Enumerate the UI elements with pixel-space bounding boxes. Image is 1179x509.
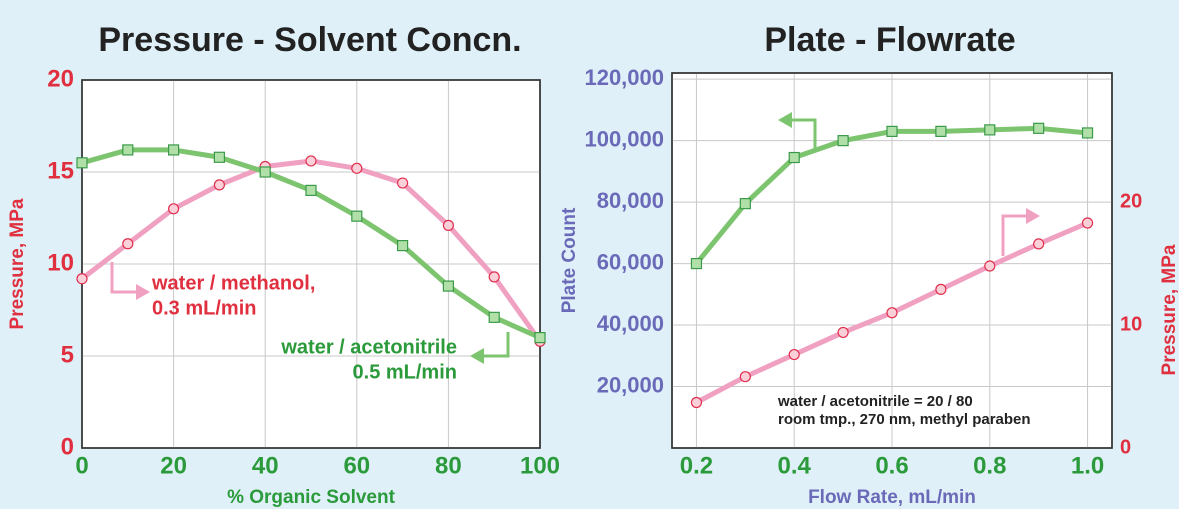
marker bbox=[488, 271, 500, 283]
y-tick-label: 80,000 bbox=[597, 188, 664, 213]
annotation: water / acetonitrile = 20 / 80 bbox=[777, 393, 973, 410]
x-tick-label: 80 bbox=[435, 452, 462, 479]
chart-title: Pressure - Solvent Concn. bbox=[98, 21, 521, 59]
arrow bbox=[788, 118, 817, 150]
marker bbox=[76, 273, 88, 285]
marker bbox=[122, 144, 134, 156]
marker bbox=[1033, 238, 1045, 250]
marker bbox=[837, 135, 849, 147]
annotation: room tmp., 270 nm, methyl paraben bbox=[778, 411, 1031, 428]
marker bbox=[788, 151, 800, 164]
y2-axis-label: Pressure, MPa bbox=[1159, 244, 1179, 375]
marker bbox=[1081, 127, 1094, 139]
y-tick-label: 20,000 bbox=[597, 372, 664, 397]
marker bbox=[935, 125, 947, 138]
y-tick-label: 5 bbox=[61, 341, 74, 368]
x-tick-label: 0.2 bbox=[680, 452, 713, 479]
y-tick-label: 10 bbox=[47, 249, 74, 276]
marker bbox=[935, 283, 947, 295]
x-tick-label: 20 bbox=[160, 452, 187, 479]
y-tick-label: 100,000 bbox=[584, 126, 664, 151]
y-tick-label: 60,000 bbox=[597, 249, 664, 274]
marker bbox=[397, 240, 409, 252]
annotation: water / methanol, bbox=[151, 272, 315, 294]
marker bbox=[351, 162, 363, 174]
marker bbox=[886, 307, 898, 319]
marker bbox=[442, 219, 454, 231]
y2-tick-label: 20 bbox=[1120, 190, 1142, 212]
marker bbox=[1081, 217, 1094, 229]
annotation: 0.3 mL/min bbox=[152, 297, 256, 319]
y-tick-label: 20 bbox=[47, 65, 74, 92]
x-tick-label: 60 bbox=[343, 452, 370, 479]
y-tick-label: 40,000 bbox=[597, 311, 664, 336]
annotation: water / acetonitrile bbox=[280, 336, 457, 358]
arrow-head bbox=[778, 112, 792, 128]
marker bbox=[442, 280, 454, 292]
annotation: 0.5 mL/min bbox=[353, 361, 457, 383]
marker bbox=[984, 260, 996, 272]
arrow bbox=[480, 332, 510, 358]
x-tick-label: 0.4 bbox=[778, 452, 812, 479]
marker bbox=[788, 348, 800, 361]
marker bbox=[213, 179, 225, 191]
marker bbox=[739, 198, 751, 210]
arrow bbox=[1001, 214, 1030, 256]
marker bbox=[886, 125, 898, 138]
marker bbox=[534, 332, 546, 344]
plot-border bbox=[671, 72, 1113, 449]
marker bbox=[168, 203, 180, 215]
marker bbox=[397, 177, 409, 189]
marker bbox=[351, 210, 363, 222]
x-tick-label: 0.8 bbox=[973, 452, 1006, 479]
marker bbox=[690, 396, 703, 409]
chart-title: Plate - Flowrate bbox=[764, 21, 1015, 59]
arrow-head bbox=[1026, 208, 1040, 224]
y-axis-label: Plate Count bbox=[559, 207, 580, 313]
plot-border bbox=[81, 79, 541, 449]
marker bbox=[168, 144, 180, 156]
arrow-head bbox=[136, 284, 150, 300]
marker bbox=[122, 238, 134, 250]
arrow-head bbox=[470, 348, 484, 364]
marker bbox=[305, 184, 317, 196]
x-axis-label: % Organic Solvent bbox=[227, 487, 396, 508]
marker bbox=[1033, 122, 1045, 134]
marker bbox=[739, 371, 751, 383]
x-tick-label: 1.0 bbox=[1071, 452, 1104, 479]
marker bbox=[259, 166, 271, 178]
x-tick-label: 100 bbox=[520, 452, 560, 479]
marker bbox=[213, 151, 225, 163]
plots: Pressure - Solvent Concn.0 20 40 60 80 100051… bbox=[7, 21, 1179, 508]
y-tick-label: 120,000 bbox=[584, 65, 664, 90]
y2-tick-label: 0 bbox=[1120, 436, 1131, 458]
marker bbox=[984, 124, 996, 136]
y-tick-label: 15 bbox=[47, 157, 74, 184]
x-axis-label: Flow Rate, mL/min bbox=[808, 487, 976, 508]
x-tick-label: 0 bbox=[75, 452, 88, 479]
marker bbox=[690, 257, 703, 270]
arrow bbox=[110, 262, 140, 294]
x-tick-label: 0.6 bbox=[875, 452, 908, 479]
y2-tick-label: 10 bbox=[1120, 313, 1142, 335]
marker bbox=[305, 155, 317, 167]
marker bbox=[837, 326, 849, 339]
y-tick-label: 0 bbox=[61, 433, 74, 460]
marker bbox=[76, 157, 88, 169]
marker bbox=[488, 311, 500, 323]
y-axis-label: Pressure, MPa bbox=[7, 198, 28, 329]
x-tick-label: 40 bbox=[252, 452, 279, 479]
